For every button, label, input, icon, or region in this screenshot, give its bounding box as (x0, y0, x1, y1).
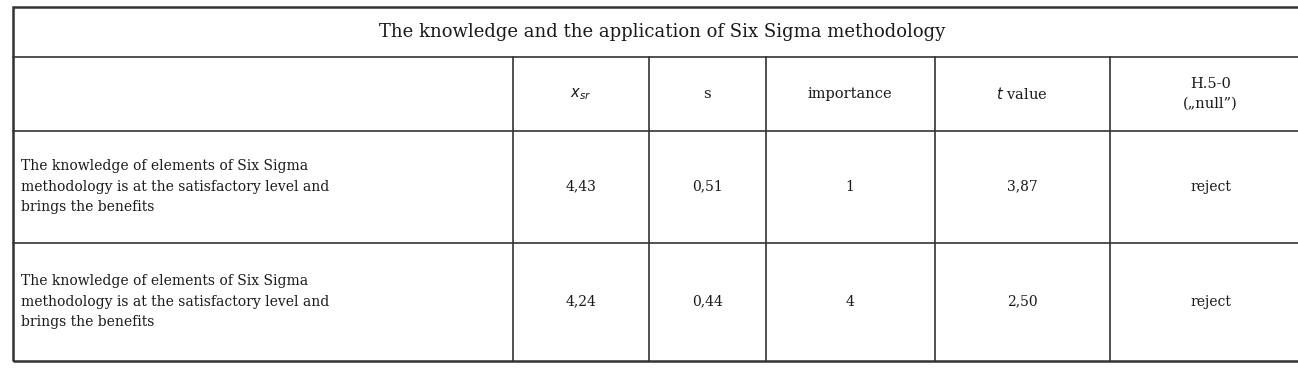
Text: 0,44: 0,44 (692, 295, 723, 309)
Text: $t$ value: $t$ value (997, 86, 1047, 102)
Text: reject: reject (1190, 295, 1231, 309)
Text: The knowledge of elements of Six Sigma
methodology is at the satisfactory level : The knowledge of elements of Six Sigma m… (21, 274, 328, 329)
Text: s: s (704, 87, 711, 101)
Text: 2,50: 2,50 (1007, 295, 1037, 309)
Text: 4: 4 (846, 295, 854, 309)
Text: $x_{sr}$: $x_{sr}$ (570, 86, 592, 102)
Text: importance: importance (807, 87, 893, 101)
Text: 0,51: 0,51 (692, 180, 723, 194)
Text: 1: 1 (846, 180, 854, 194)
Text: The knowledge and the application of Six Sigma methodology: The knowledge and the application of Six… (379, 23, 945, 41)
Text: 4,24: 4,24 (566, 295, 596, 309)
Text: 4,43: 4,43 (566, 180, 596, 194)
Text: The knowledge of elements of Six Sigma
methodology is at the satisfactory level : The knowledge of elements of Six Sigma m… (21, 159, 328, 214)
Text: reject: reject (1190, 180, 1231, 194)
Text: H.5-0
(„null”): H.5-0 („null”) (1182, 77, 1238, 111)
Text: 3,87: 3,87 (1007, 180, 1037, 194)
